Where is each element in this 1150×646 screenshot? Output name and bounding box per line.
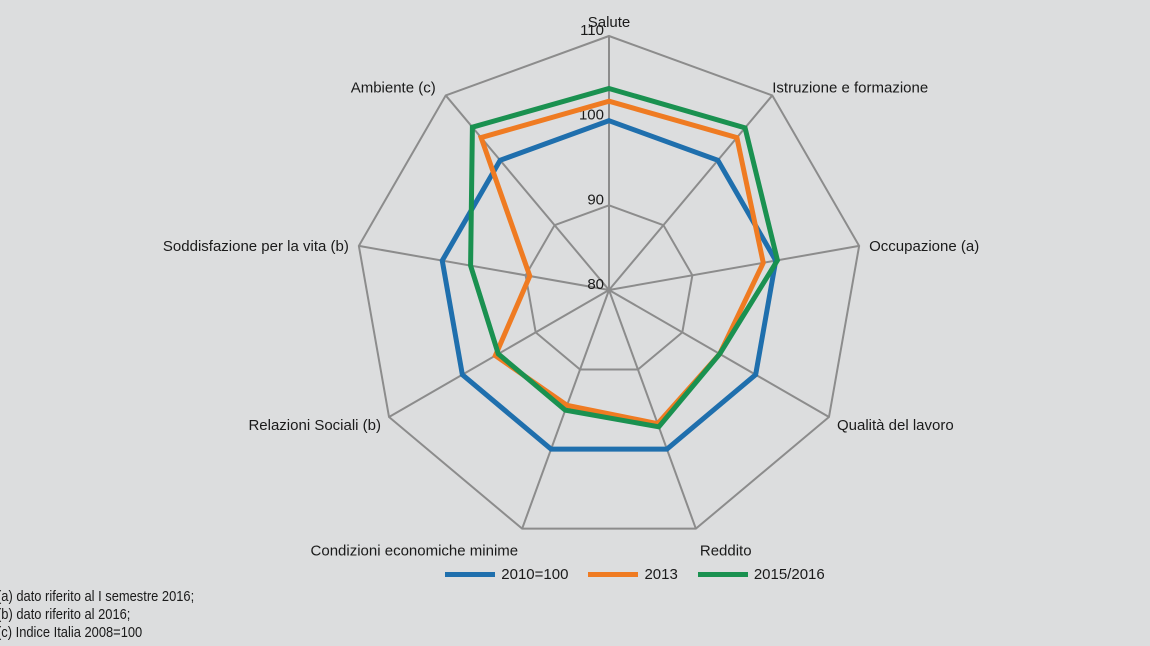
- legend-label-series-1: 2010=100: [501, 565, 569, 583]
- axis-label: Condizioni economiche minime: [311, 543, 519, 560]
- legend-swatch-series-1: [445, 571, 496, 577]
- grid-spoke: [358, 244, 610, 291]
- legend-label-series-3: 2015/2016: [753, 565, 825, 583]
- radar-chart: 80 90 100 110 Salute Istruzione e formazione…: [163, 14, 979, 560]
- tick-label: 80: [587, 276, 604, 293]
- legend-item-series-1: 2010=100: [445, 566, 568, 583]
- axis-label: Occupazione (a): [869, 238, 979, 255]
- tick-label: 110: [580, 22, 604, 39]
- footnote-a: (a) dato riferito al I semestre 2016;: [0, 588, 195, 605]
- axis-label: Ambiente (c): [351, 79, 436, 96]
- axis-label: Salute: [588, 14, 631, 31]
- axis-label: Reddito: [700, 543, 752, 560]
- radar-grid: [357, 34, 861, 530]
- axis-label: Relazioni Sociali (b): [248, 417, 381, 434]
- axis-label: Qualità del lavoro: [837, 417, 954, 434]
- footnotes: (a) dato riferito al I semestre 2016; (b…: [0, 588, 194, 642]
- axis-label: Istruzione e formazione: [772, 79, 928, 96]
- chart-legend: 2010=100 2013 2015/2016: [0, 562, 1150, 586]
- grid-ring-90: [524, 204, 694, 371]
- grid-spoke: [608, 244, 860, 291]
- footnote-b: (b) dato riferito al 2016;: [0, 606, 131, 623]
- grid-spoke: [608, 289, 697, 530]
- footnote-c: (c) Indice Italia 2008=100: [0, 624, 143, 641]
- tick-label: 100: [579, 107, 604, 124]
- grid-ring-110: [357, 34, 861, 530]
- legend-label-series-2: 2013: [644, 565, 678, 583]
- radar-series: [439, 85, 781, 452]
- radar-axis-labels: Salute Istruzione e formazione Occupazione…: [163, 14, 979, 560]
- tick-label: 90: [587, 191, 604, 208]
- series-line-3: [468, 85, 781, 430]
- legend-swatch-series-3: [697, 571, 748, 577]
- radar-tick-labels: 80 90 100 110: [579, 22, 604, 293]
- legend-item-series-2: 2013: [588, 565, 678, 583]
- legend-item-series-3: 2015/2016: [697, 565, 825, 583]
- series-line-2: [477, 98, 766, 427]
- legend-swatch-series-2: [588, 571, 639, 577]
- axis-label: Soddisfazione per la vita (b): [163, 238, 349, 255]
